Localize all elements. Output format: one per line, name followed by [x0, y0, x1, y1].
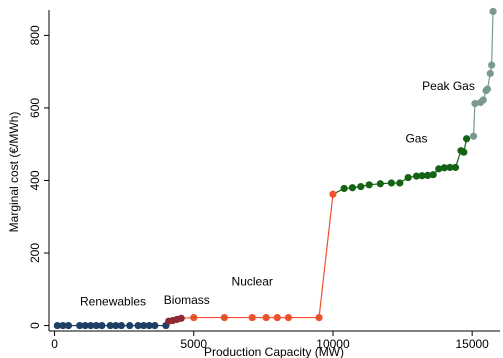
series-labels: Renewables Biomass Nuclear Gas Peak Gas [80, 79, 475, 309]
data-point-renewables [64, 321, 73, 330]
data-point-gas [418, 172, 426, 180]
x-tick-label: 0 [51, 337, 58, 351]
data-point-renewables [126, 321, 134, 330]
data-point-gas [412, 172, 421, 180]
data-point-gas [424, 171, 432, 179]
data-point-nuclear [284, 313, 293, 322]
data-point-gas [429, 171, 437, 179]
series-label-gas: Gas [405, 131, 427, 145]
x-ticks: 0 5000 10000 15000 [51, 331, 489, 351]
data-point-nuclear [329, 190, 337, 198]
data-point-nuclear [220, 313, 228, 322]
data-point-renewables [98, 321, 106, 330]
data-point-nuclear [273, 313, 281, 322]
y-tick-label: 0 [28, 322, 42, 329]
x-axis-title: Production Capacity (MW) [204, 345, 344, 358]
data-point-renewables [76, 321, 84, 330]
line-segment-nuclear [318, 194, 334, 318]
data-point-gas [435, 165, 443, 173]
data-point-gas [357, 183, 365, 191]
data-point-peak-gas [489, 7, 497, 16]
data-point-nuclear [190, 313, 198, 322]
data-point-gas [376, 180, 384, 188]
data-point-nuclear [315, 313, 323, 322]
series-label-biomass: Biomass [164, 293, 210, 307]
y-axis-title: Marginal cost (€/MWh) [7, 112, 21, 233]
series-label-nuclear: Nuclear [232, 275, 273, 289]
x-tick-label: 5000 [180, 337, 207, 351]
data-point-renewables [87, 321, 95, 330]
data-point-renewables [151, 321, 159, 330]
data-point-renewables [106, 321, 114, 330]
line-segment-peak-gas [491, 11, 494, 66]
data-point-gas [396, 179, 404, 187]
y-tick-label: 800 [28, 25, 42, 45]
data-point-gas [446, 163, 454, 172]
data-point-peak-gas [486, 69, 494, 78]
y-tick-label: 400 [28, 170, 42, 190]
data-point-peak-gas [469, 132, 478, 140]
data-point-renewables [92, 321, 100, 330]
data-point-biomass [177, 314, 185, 322]
data-point-peak-gas [471, 99, 479, 108]
data-point-renewables [112, 321, 120, 330]
data-point-renewables [140, 321, 148, 330]
y-tick-label: 600 [28, 98, 42, 118]
data-point-gas [451, 163, 460, 172]
data-point-peak-gas [483, 85, 492, 93]
series-label-renewables: Renewables [80, 295, 146, 309]
data-point-nuclear [262, 313, 270, 322]
data-point-renewables [134, 321, 142, 330]
x-tick-label: 15000 [455, 337, 489, 351]
series-label-peak-gas: Peak Gas [422, 79, 475, 93]
data-point-gas [348, 184, 357, 192]
data-point-peak-gas [488, 61, 496, 69]
data-point-peak-gas [479, 96, 487, 104]
chart-axes [48, 10, 500, 332]
series-lines [57, 11, 494, 327]
data-point-nuclear [248, 313, 256, 322]
data-point-gas [365, 181, 373, 189]
y-ticks: 0 200 400 600 800 [28, 25, 49, 329]
data-point-renewables [59, 321, 67, 330]
data-point-renewables [117, 321, 125, 330]
data-point-gas [404, 173, 412, 182]
data-point-gas [387, 179, 396, 187]
series-points [53, 7, 497, 330]
y-tick-label: 200 [28, 243, 42, 263]
line-segment-peak-gas [472, 103, 476, 137]
data-point-renewables [81, 321, 89, 330]
data-point-gas [440, 164, 448, 172]
data-point-renewables [53, 321, 61, 330]
data-point-gas [462, 135, 471, 143]
x-tick-label: 10000 [316, 337, 350, 351]
data-point-gas [340, 184, 348, 193]
data-point-gas [460, 148, 468, 156]
data-point-renewables [145, 321, 153, 330]
